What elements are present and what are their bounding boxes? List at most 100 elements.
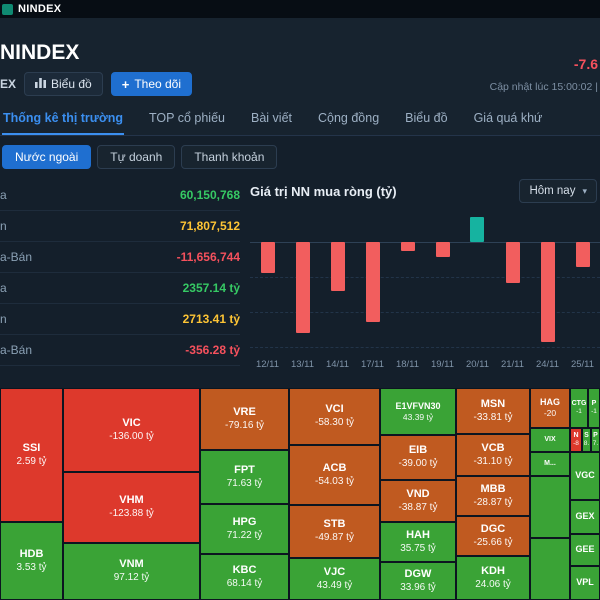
cell-ticker: MBB [480, 482, 506, 495]
heatmap-cell-n[interactable]: N -8 [570, 428, 582, 452]
bar-21-11 [505, 242, 520, 283]
cell-ticker: HAH [406, 528, 430, 541]
cell-value: 71.22 tỷ [226, 529, 263, 541]
cell-ticker: HDB [19, 547, 44, 560]
heatmap-cell-s[interactable]: S 8. [582, 428, 591, 452]
heatmap-cell-dgc[interactable]: DGC -25.66 tỷ [456, 516, 530, 556]
heatmap-cell-mbb[interactable]: MBB -28.87 tỷ [456, 476, 530, 516]
heatmap-cell-msn[interactable]: MSN -33.81 tỷ [456, 388, 530, 434]
topbar: NINDEX [0, 0, 600, 18]
heatmap-cell-kdh[interactable]: KDH 24.06 tỷ [456, 556, 530, 600]
cell-ticker: VPL [576, 577, 594, 588]
heatmap-cell-vci[interactable]: VCI -58.30 tỷ [289, 388, 380, 445]
heatmap-cell-ctg[interactable]: CTG -1 [570, 388, 588, 428]
heatmap-cell-ssi[interactable]: SSI 2.59 tỷ [0, 388, 63, 522]
x-tick-25-11: 25/11 [570, 359, 595, 370]
heatmap-cell-hpg[interactable]: HPG 71.22 tỷ [200, 504, 289, 554]
cell-value: 71.63 tỷ [226, 477, 263, 489]
cell-value: -123.88 tỷ [109, 508, 154, 520]
heatmap-cell-hdb[interactable]: HDB 3.53 tỷ [0, 522, 63, 600]
cell-ticker: HAG [540, 397, 560, 408]
stat-foreign-sell-value: n 2713.41 tỷ [0, 304, 240, 335]
heatmap-cell-eib[interactable]: EIB -39.00 tỷ [380, 435, 456, 480]
follow-button[interactable]: + Theo dõi [110, 72, 193, 96]
stat-foreign-sell-volume-value: 71,807,512 [179, 219, 240, 233]
heatmap-cell-stb[interactable]: STB -49.87 tỷ [289, 505, 380, 558]
logo-icon [2, 3, 13, 15]
net-buy-bar-chart [250, 210, 600, 352]
cell-value: -1 [591, 408, 597, 416]
cell-value: 35.75 tỷ [400, 542, 436, 554]
heatmap-cell-acb[interactable]: ACB -54.03 tỷ [289, 445, 380, 505]
cell-value: -58.30 tỷ [315, 417, 354, 429]
cell-value: -28.87 tỷ [473, 496, 513, 508]
heatmap-cell-vhm[interactable]: VHM -123.88 tỷ [63, 472, 200, 543]
cell-ticker: FPT [234, 463, 255, 476]
stat-foreign-sell-value-value: 2713.41 tỷ [182, 312, 240, 326]
heatmap-cell-e1vfvn30[interactable]: E1VFVN30 43.39 tỷ [380, 388, 456, 435]
bar-18-11 [400, 242, 415, 251]
bar-25-11 [575, 242, 590, 267]
heatmap-cell-p[interactable]: P -1 [588, 388, 600, 428]
subtab-proprietary[interactable]: Tự doanh [97, 145, 176, 169]
heatmap-cell-vjc[interactable]: VJC 43.49 tỷ [289, 558, 380, 600]
heatmap-cell-m[interactable]: M... [530, 452, 570, 476]
ticker-fragment: EX [0, 77, 17, 91]
gridline [250, 347, 600, 348]
tab-chart[interactable]: Biểu đồ [405, 111, 448, 125]
heatmap-cell-gee[interactable]: GEE [570, 534, 600, 566]
x-tick-12-11: 12/11 [255, 359, 280, 370]
cell-value: 24.06 tỷ [475, 578, 511, 590]
cell-ticker: MSN [480, 397, 506, 410]
plus-icon: + [121, 76, 130, 92]
bar-14-11 [330, 242, 345, 291]
cell-ticker: KDH [481, 564, 505, 577]
cell-ticker: VND [406, 487, 430, 500]
heatmap-cell-vix[interactable]: VIX [530, 428, 570, 452]
tab-price-history[interactable]: Giá quá khứ [473, 111, 543, 125]
cell-ticker: E1VFVN30 [395, 400, 441, 411]
heatmap-cell-hag[interactable]: HAG -20 [530, 388, 570, 428]
x-tick-13-11: 13/11 [290, 359, 315, 370]
heatmap-cell-gex[interactable]: GEX [570, 500, 600, 534]
heatmap-cell-p[interactable]: P 7. [591, 428, 600, 452]
stat-foreign-sell-value-label: n [0, 312, 7, 326]
heatmap-cell-vgc[interactable]: VGC [570, 452, 600, 500]
heatmap-cell-vcb[interactable]: VCB -31.10 tỷ [456, 434, 530, 476]
heatmap-cell-kbc[interactable]: KBC 68.14 tỷ [200, 554, 289, 600]
cell-value: 43.39 tỷ [402, 411, 434, 422]
heatmap-cell-fpt[interactable]: FPT 71.63 tỷ [200, 450, 289, 504]
tab-community[interactable]: Cộng đồng [318, 111, 380, 125]
x-tick-24-11: 24/11 [535, 359, 560, 370]
heatmap-cell-vnd[interactable]: VND -38.87 tỷ [380, 480, 456, 522]
index-change-value: -7.6 [573, 56, 598, 72]
zero-axis-line [250, 242, 600, 243]
heatmap-cell[interactable] [530, 476, 570, 538]
heatmap-cell-vic[interactable]: VIC -136.00 tỷ [63, 388, 200, 472]
stat-foreign-net-volume-value: -11,656,744 [176, 250, 240, 264]
heatmap-cell-vpl[interactable]: VPL [570, 566, 600, 600]
subtab-liquidity[interactable]: Thanh khoản [181, 145, 278, 169]
chevron-down-icon: ▾ [582, 185, 587, 196]
tab-top-stocks[interactable]: TOP cổ phiếu [149, 111, 225, 125]
cell-value: -38.87 tỷ [398, 501, 438, 513]
subtab-bar: Nước ngoài Tự doanh Thanh khoản [0, 136, 600, 174]
x-tick-17-11: 17/11 [360, 359, 385, 370]
x-tick-14-11: 14/11 [325, 359, 350, 370]
subtab-foreign[interactable]: Nước ngoài [2, 145, 92, 169]
cell-ticker: P [593, 431, 598, 439]
bar-chart-icon [35, 77, 47, 91]
heatmap-cell-hah[interactable]: HAH 35.75 tỷ [380, 522, 456, 562]
heatmap-cell-vre[interactable]: VRE -79.16 tỷ [200, 388, 289, 450]
heatmap-cell[interactable] [530, 538, 570, 600]
period-selector[interactable]: Hôm nay ▾ [519, 179, 597, 203]
cell-value: 33.96 tỷ [400, 581, 436, 593]
chart-button[interactable]: Biểu đồ [24, 72, 103, 96]
cell-value: -25.66 tỷ [473, 536, 513, 548]
cell-ticker: VIC [122, 416, 141, 429]
tab-market-statistics[interactable]: Thống kê thị trường [2, 111, 124, 135]
heatmap-cell-vnm[interactable]: VNM 97.12 tỷ [63, 543, 200, 600]
tab-articles[interactable]: Bài viết [251, 111, 292, 125]
heatmap-cell-dgw[interactable]: DGW 33.96 tỷ [380, 562, 456, 600]
